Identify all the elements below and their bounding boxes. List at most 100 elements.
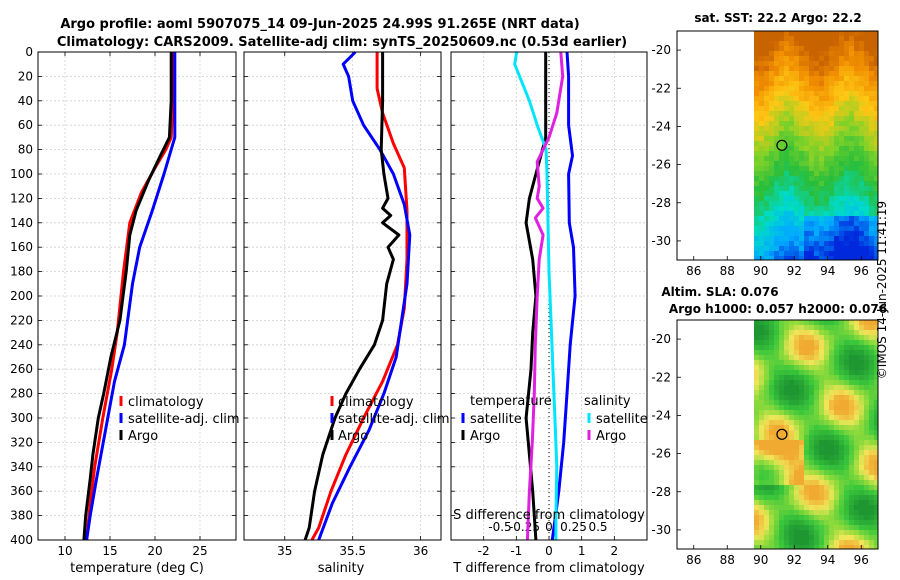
heatmap-cell	[844, 465, 850, 471]
heatmap-cell	[794, 176, 800, 182]
heatmap-cell	[864, 91, 870, 97]
heatmap-cell	[824, 246, 830, 252]
heatmap-cell	[849, 196, 855, 202]
heatmap-cell	[819, 46, 825, 52]
heatmap-cell	[809, 231, 815, 237]
heatmap-cell	[804, 520, 810, 526]
heatmap-cell	[814, 36, 820, 42]
heatmap-cell	[759, 246, 765, 252]
heatmap-cell	[844, 485, 850, 491]
heatmap-cell	[829, 430, 835, 436]
heatmap-cell	[854, 510, 860, 516]
heatmap-cell	[834, 445, 840, 451]
heatmap-cell	[804, 146, 810, 152]
heatmap-cell	[774, 485, 780, 491]
heatmap-cell	[759, 76, 765, 82]
heatmap-cell	[769, 46, 775, 52]
heatmap-cell	[789, 370, 795, 376]
heatmap-cell	[764, 56, 770, 62]
heatmap-cell	[874, 151, 878, 157]
heatmap-cell	[794, 360, 800, 366]
heatmap-cell	[759, 340, 765, 346]
heatmap-cell	[819, 420, 825, 426]
heatmap-cell	[854, 340, 860, 346]
heatmap-cell	[864, 246, 870, 252]
heatmap-cell	[844, 206, 850, 212]
y-tick-label: -22	[651, 81, 671, 95]
heatmap-cell	[819, 206, 825, 212]
heatmap-cell	[819, 445, 825, 451]
heatmap-cell	[849, 530, 855, 536]
heatmap-cell	[809, 395, 815, 401]
heatmap-cell	[864, 510, 870, 516]
heatmap-cell	[849, 475, 855, 481]
heatmap-cell	[814, 231, 820, 237]
heatmap-cell	[864, 335, 870, 341]
heatmap-cell	[774, 465, 780, 471]
heatmap-cell	[834, 46, 840, 52]
heatmap-cell	[819, 495, 825, 501]
heatmap-cell	[794, 236, 800, 242]
heatmap-cell	[789, 320, 795, 326]
heatmap-cell	[869, 540, 875, 546]
heatmap-cell	[804, 31, 810, 37]
heatmap-cell	[849, 445, 855, 451]
temperature-panel: 0204060801001201401601802002202402602803…	[10, 45, 240, 558]
heatmap-cell	[869, 236, 875, 242]
heatmap-cell	[774, 181, 780, 187]
heatmap-cell	[754, 106, 760, 112]
heatmap-cell	[864, 251, 870, 257]
heatmap-cell	[764, 226, 770, 232]
heatmap-cell	[769, 121, 775, 127]
heatmap-cell	[839, 166, 845, 172]
heatmap-cell	[864, 475, 870, 481]
heatmap-cell	[764, 525, 770, 531]
heatmap-cell	[774, 455, 780, 461]
heatmap-cell	[859, 380, 865, 386]
heatmap-cell	[774, 405, 780, 411]
heatmap-cell	[759, 500, 765, 506]
heatmap-cell	[869, 111, 875, 117]
heatmap-cell	[854, 440, 860, 446]
heatmap-cell	[819, 375, 825, 381]
heatmap-cell	[854, 385, 860, 391]
heatmap-cell	[754, 66, 760, 72]
heatmap-cell	[779, 340, 785, 346]
heatmap-cell	[759, 51, 765, 57]
heatmap-cell	[844, 226, 850, 232]
heatmap-cell	[784, 161, 790, 167]
heatmap-cell	[759, 325, 765, 331]
heatmap-cell	[774, 540, 780, 546]
heatmap-cell	[829, 241, 835, 247]
heatmap-cell	[864, 545, 870, 549]
heatmap-cell	[804, 156, 810, 162]
heatmap-cell	[844, 191, 850, 197]
heatmap-cell	[824, 530, 830, 536]
heatmap-cell	[799, 201, 805, 207]
heatmap-cell	[874, 425, 878, 431]
heatmap-cell	[819, 101, 825, 107]
heatmap-cell	[754, 251, 760, 257]
heatmap-cell	[799, 485, 805, 491]
heatmap-cell	[844, 181, 850, 187]
heatmap-cell	[824, 136, 830, 142]
x-tick-label: 35	[277, 544, 292, 558]
heatmap-cell	[789, 221, 795, 227]
heatmap-cell	[809, 360, 815, 366]
heatmap-cell	[809, 41, 815, 47]
heatmap-cell	[804, 420, 810, 426]
heatmap-cell	[854, 405, 860, 411]
heatmap-cell	[834, 181, 840, 187]
heatmap-cell	[859, 71, 865, 77]
heatmap-cell	[779, 535, 785, 541]
heatmap-cell	[839, 530, 845, 536]
heatmap-cell	[779, 251, 785, 257]
heatmap-cell	[784, 535, 790, 541]
heatmap-cell	[859, 171, 865, 177]
heatmap-cell	[854, 111, 860, 117]
heatmap-cell	[874, 360, 878, 366]
heatmap-cell	[774, 236, 780, 242]
heatmap-cell	[834, 176, 840, 182]
heatmap-cell	[774, 86, 780, 92]
heatmap-cell	[839, 86, 845, 92]
